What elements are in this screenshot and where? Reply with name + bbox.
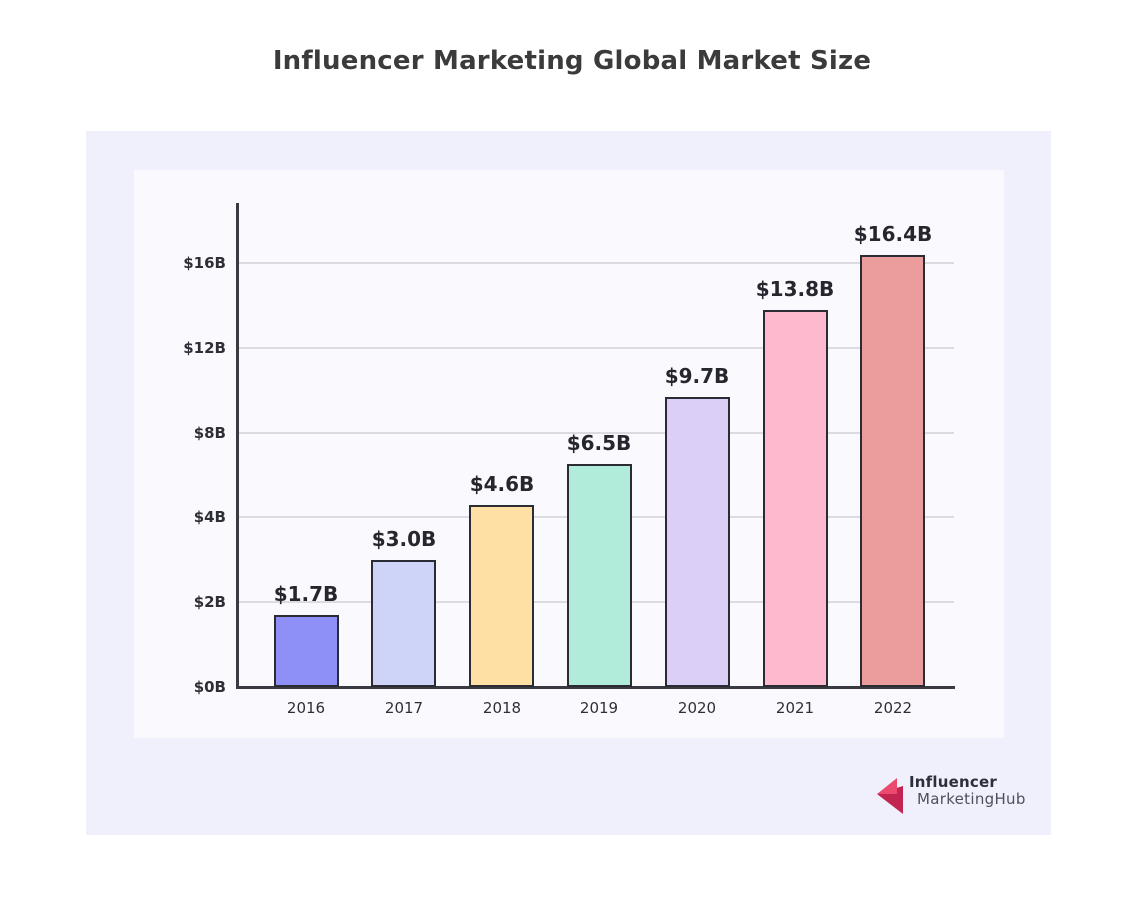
bar-2019 bbox=[567, 464, 632, 687]
gridline-$8B bbox=[237, 431, 954, 434]
x-tick-label-2020: 2020 bbox=[677, 699, 717, 717]
x-tick-label-2017: 2017 bbox=[384, 699, 424, 717]
chart-panel: $0B $2B $4B $8B $12B $16B $1.7B 2016 $3.0B 2017 $4… bbox=[134, 170, 1004, 738]
x-tick-label-2019: 2019 bbox=[579, 699, 619, 717]
y-tick-label-$4B: $4B bbox=[193, 508, 226, 527]
logo-arrow-icon bbox=[877, 778, 903, 814]
y-tick-label-$16B: $16B bbox=[183, 254, 226, 272]
influencer-marketinghub-logo: Influencer MarketingHub bbox=[876, 774, 1026, 815]
bar-2016 bbox=[274, 615, 339, 687]
y-tick-label-$2B: $2B bbox=[193, 593, 226, 612]
logo-text-line1: Influencer bbox=[909, 773, 997, 791]
value-label-2021: $13.8B bbox=[755, 277, 835, 301]
x-tick-label-2018: 2018 bbox=[482, 699, 522, 717]
logo-text: Influencer MarketingHub bbox=[909, 774, 1026, 808]
bar-2018 bbox=[469, 505, 534, 687]
x-tick-label-2021: 2021 bbox=[775, 699, 815, 717]
logo-arrow-light-triangle bbox=[877, 778, 897, 794]
gridline-$16B bbox=[237, 262, 954, 264]
chart-card: $0B $2B $4B $8B $12B $16B $1.7B 2016 $3.0B 2017 $4… bbox=[86, 131, 1051, 835]
value-label-2017: $3.0B bbox=[371, 527, 437, 551]
bar-2022 bbox=[860, 255, 925, 687]
bar-2017 bbox=[371, 560, 436, 687]
bar-2020 bbox=[665, 397, 730, 687]
y-tick-label-$8B: $8B bbox=[193, 423, 226, 442]
plot-area: $0B $2B $4B $8B $12B $16B $1.7B 2016 $3.0B 2017 $4… bbox=[134, 170, 1004, 738]
y-tick-label-$12B: $12B bbox=[183, 338, 226, 357]
value-label-2020: $9.7B bbox=[664, 364, 730, 388]
value-label-2016: $1.7B bbox=[273, 582, 339, 606]
value-label-2019: $6.5B bbox=[566, 431, 632, 455]
gridline-$12B bbox=[237, 346, 954, 349]
x-tick-label-2022: 2022 bbox=[873, 699, 913, 717]
x-tick-label-2016: 2016 bbox=[286, 699, 326, 717]
y-tick-label-$0B: $0B bbox=[193, 678, 226, 696]
value-label-2018: $4.6B bbox=[469, 472, 535, 496]
bar-2021 bbox=[763, 310, 828, 687]
value-label-2022: $16.4B bbox=[853, 222, 933, 246]
x-axis-line bbox=[236, 686, 955, 689]
y-axis-line bbox=[236, 203, 239, 689]
chart-title: Influencer Marketing Global Market Size bbox=[272, 46, 872, 76]
logo-text-line2: MarketingHub bbox=[917, 790, 1026, 808]
